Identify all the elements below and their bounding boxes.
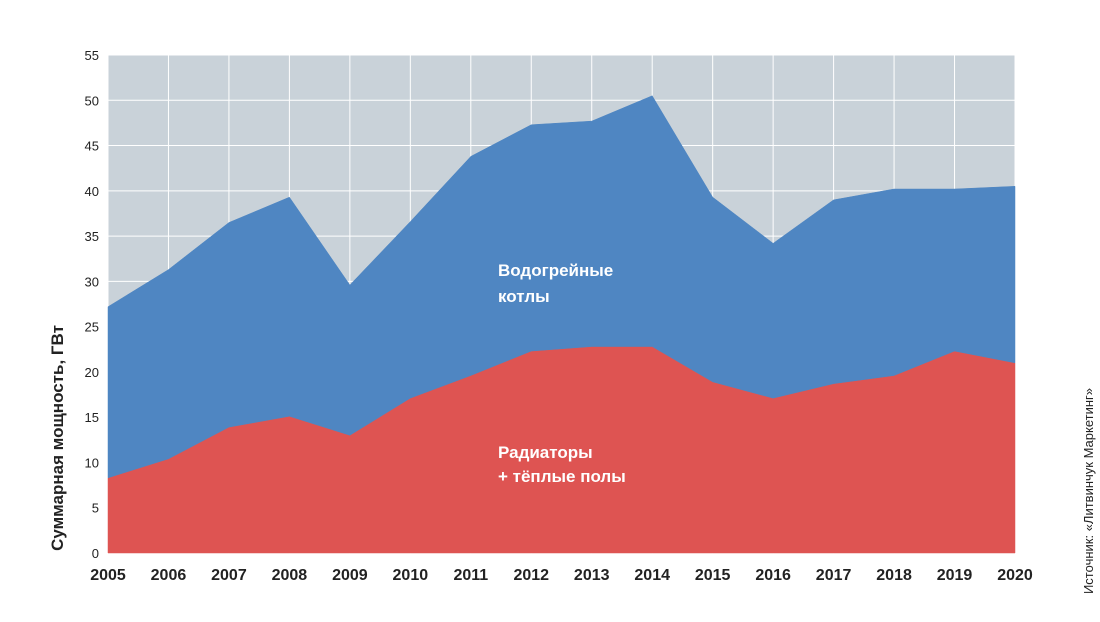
y-tick-label: 35: [85, 229, 99, 244]
series-label-radiators: Радиаторы + тёплые полы: [498, 443, 626, 486]
x-tick-label: 2010: [393, 567, 429, 584]
y-tick-label: 30: [85, 274, 99, 289]
x-tick-label: 2019: [937, 567, 973, 584]
series-label-boilers-line-1: Водогрейные: [498, 261, 613, 280]
y-tick-label: 10: [85, 455, 99, 470]
x-tick-label: 2013: [574, 567, 610, 584]
y-axis: 0 5 10 15 20 25 30 35 40 45 50 55: [85, 48, 99, 561]
y-tick-label: 20: [85, 365, 99, 380]
y-tick-label: 15: [85, 410, 99, 425]
y-tick-label: 25: [85, 320, 99, 335]
x-tick-label: 2014: [634, 567, 670, 584]
series-label-radiators-line-1: Радиаторы: [498, 443, 593, 462]
x-tick-label: 2009: [332, 567, 368, 584]
series-label-radiators-line-2: + тёплые полы: [498, 467, 626, 486]
x-tick-label: 2008: [272, 567, 308, 584]
series-label-boilers: Водогрейные котлы: [498, 261, 618, 306]
x-tick-label: 2015: [695, 567, 731, 584]
series-label-boilers-line-2: котлы: [498, 287, 550, 306]
y-tick-label: 55: [85, 48, 99, 63]
x-tick-label: 2016: [755, 567, 791, 584]
x-tick-label: 2005: [90, 567, 126, 584]
x-tick-label: 2012: [513, 567, 549, 584]
area-series-boilers: [107, 95, 1016, 479]
y-tick-label: 40: [85, 184, 99, 199]
x-tick-label: 2007: [211, 567, 247, 584]
x-tick-label: 2011: [453, 567, 488, 584]
y-tick-label: 5: [92, 501, 99, 516]
x-axis: 2005 2006 2007 2008 2009 2010 2011 2012 2013 2014…: [90, 567, 1033, 584]
y-tick-label: 50: [85, 93, 99, 108]
y-tick-label: 45: [85, 139, 99, 154]
source-note: Источник: «Литвинчук Маркетинг»: [1081, 388, 1096, 594]
x-tick-label: 2018: [876, 567, 912, 584]
y-tick-label: 0: [92, 546, 99, 561]
y-axis-label: Суммарная мощность, ГВт: [48, 325, 67, 551]
series-areas: [107, 95, 1016, 554]
x-tick-label: 2006: [151, 567, 187, 584]
x-tick-label: 2017: [816, 567, 852, 584]
x-tick-label: 2020: [997, 567, 1033, 584]
